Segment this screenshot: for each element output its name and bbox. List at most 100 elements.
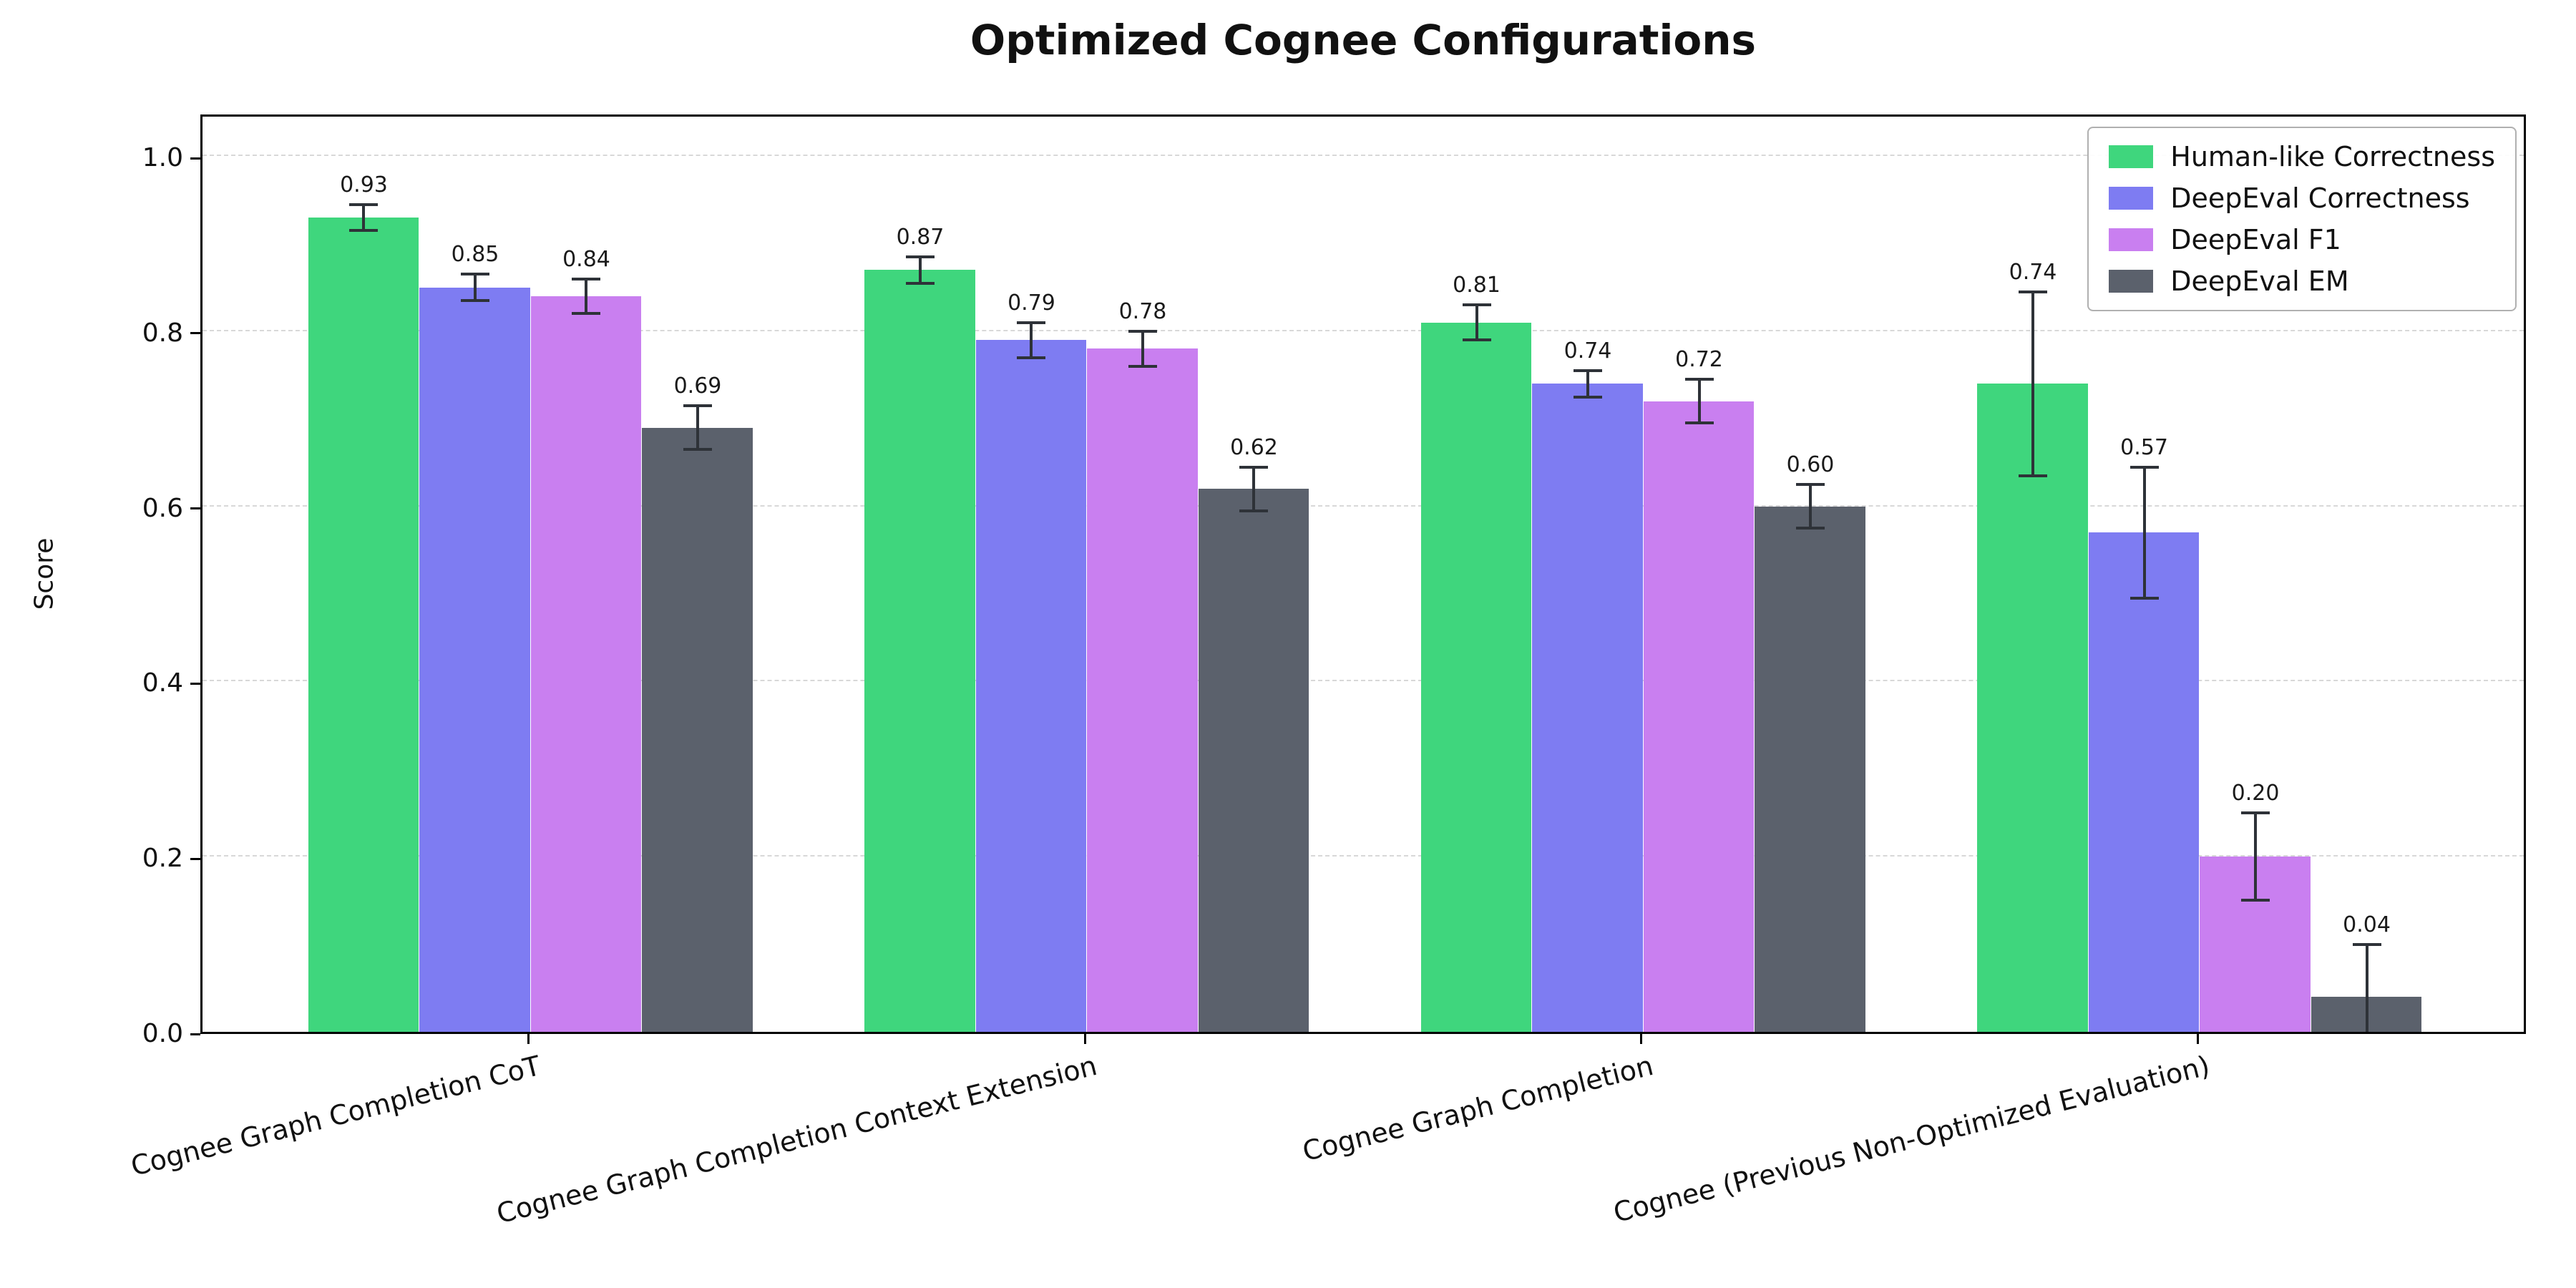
error-bar-cap-top (1462, 303, 1491, 307)
bar-value-label: 0.74 (2009, 259, 2057, 285)
x-tick-label: Cognee Graph Completion (1299, 1050, 1657, 1168)
error-bar-cap-top (1796, 483, 1825, 487)
gridline (203, 680, 2524, 682)
error-bar-cap-bottom (683, 448, 712, 452)
legend: Human-like Correctness DeepEval Correctne… (2087, 127, 2517, 311)
bar-value-label: 0.85 (451, 242, 499, 268)
bar-value-label: 0.93 (340, 172, 388, 197)
error-bar-cap-bottom (349, 229, 379, 233)
bar-value-label: 0.84 (562, 246, 610, 272)
legend-label: DeepEval EM (2170, 265, 2349, 297)
error-bar (473, 274, 477, 301)
error-bar (1809, 484, 1812, 529)
error-bar-cap-bottom (1239, 509, 1269, 512)
bar-value-label: 0.79 (1008, 290, 1055, 316)
error-bar (2142, 467, 2146, 599)
legend-item: DeepEval EM (2109, 265, 2495, 297)
bar-value-label: 0.72 (1675, 347, 1723, 373)
x-tick-mark (1640, 1034, 1643, 1044)
legend-item: DeepEval F1 (2109, 224, 2495, 255)
error-bar-cap-top (2352, 942, 2381, 946)
error-bar (362, 204, 366, 231)
bar-human-like-correctness (308, 217, 419, 1032)
error-bar (1475, 305, 1478, 341)
y-axis-label: Score (29, 537, 59, 610)
x-tick-mark (2196, 1034, 2199, 1044)
bar-value-label: 0.20 (2231, 781, 2280, 806)
y-tick-label: 0.4 (142, 668, 183, 698)
error-bar-cap-bottom (460, 299, 489, 303)
error-bar-cap-bottom (2241, 899, 2270, 902)
x-tick-label: Cognee Graph Completion CoT (127, 1050, 544, 1182)
y-tick-label: 0.8 (142, 318, 183, 348)
legend-label: DeepEval Correctness (2170, 182, 2470, 214)
y-tick-label: 0.0 (142, 1019, 183, 1048)
legend-item: Human-like Correctness (2109, 141, 2495, 172)
error-bar (585, 278, 588, 314)
bar-deepeval-correctness (2088, 532, 2200, 1032)
error-bar-cap-bottom (572, 312, 601, 316)
x-tick-mark (527, 1034, 530, 1044)
bar-deepeval-correctness (419, 287, 530, 1032)
bar-value-label: 0.60 (1786, 452, 1835, 478)
legend-label: Human-like Correctness (2170, 141, 2495, 172)
bar-value-label: 0.04 (2343, 912, 2391, 937)
bar-value-label: 0.62 (1230, 434, 1278, 460)
bar-value-label: 0.87 (896, 224, 945, 250)
y-tick-mark (190, 857, 200, 860)
error-bar-cap-bottom (1796, 527, 1825, 530)
error-bar (1252, 467, 1256, 511)
error-bar (696, 405, 699, 450)
error-bar-cap-top (905, 255, 935, 258)
error-bar-cap-bottom (1128, 364, 1157, 368)
bar-human-like-correctness (1977, 384, 2088, 1032)
x-tick-label: Cognee (Previous Non-Optimized Evaluatio… (1609, 1050, 2212, 1229)
bar-value-label: 0.74 (1563, 338, 1612, 364)
bar-value-label: 0.78 (1118, 298, 1167, 324)
error-bar-cap-top (1128, 329, 1157, 333)
bar-deepeval-f1 (1087, 348, 1198, 1032)
error-bar (918, 256, 922, 283)
error-bar-cap-bottom (2019, 474, 2047, 477)
legend-swatch (2109, 228, 2154, 251)
error-bar (1697, 379, 1701, 424)
error-bar-cap-bottom (1684, 421, 1714, 425)
error-bar-cap-top (2129, 465, 2159, 469)
error-bar-cap-bottom (1574, 395, 1602, 399)
error-bar-cap-bottom (905, 281, 935, 285)
legend-swatch (2109, 270, 2154, 293)
gridline (203, 504, 2524, 507)
error-bar (2031, 291, 2034, 476)
error-bar-cap-top (1684, 378, 1714, 381)
error-bar-cap-top (1017, 321, 1046, 324)
bar-deepeval-correctness (1532, 384, 1643, 1032)
y-tick-mark (190, 682, 200, 685)
y-tick-label: 0.2 (142, 844, 183, 874)
bar-human-like-correctness (864, 270, 975, 1032)
y-tick-label: 1.0 (142, 143, 183, 173)
bar-value-label: 0.69 (673, 373, 722, 399)
error-bar-cap-top (1574, 369, 1602, 373)
bar-value-label: 0.81 (1453, 273, 1501, 298)
gridline (203, 329, 2524, 331)
x-tick-label: Cognee Graph Completion Context Extensio… (493, 1050, 1100, 1230)
bar-human-like-correctness (1420, 322, 1532, 1032)
error-bar-cap-top (2019, 290, 2047, 293)
error-bar (1030, 322, 1033, 358)
error-bar-cap-bottom (2129, 597, 2159, 600)
legend-swatch (2109, 145, 2154, 168)
plot-area: Human-like Correctness DeepEval Correctne… (200, 114, 2526, 1034)
bar-deepeval-f1 (1643, 401, 1755, 1032)
error-bar (2254, 813, 2258, 901)
error-bar-cap-top (683, 404, 712, 407)
error-bar (1141, 331, 1144, 366)
legend-swatch (2109, 187, 2154, 210)
y-tick-mark (190, 157, 200, 160)
y-tick-mark (190, 507, 200, 510)
error-bar-cap-top (1239, 465, 1269, 469)
bar-value-label: 0.57 (2120, 434, 2168, 460)
bar-deepeval-em (1198, 489, 1309, 1032)
gridline (203, 855, 2524, 857)
error-bar (1586, 371, 1589, 397)
